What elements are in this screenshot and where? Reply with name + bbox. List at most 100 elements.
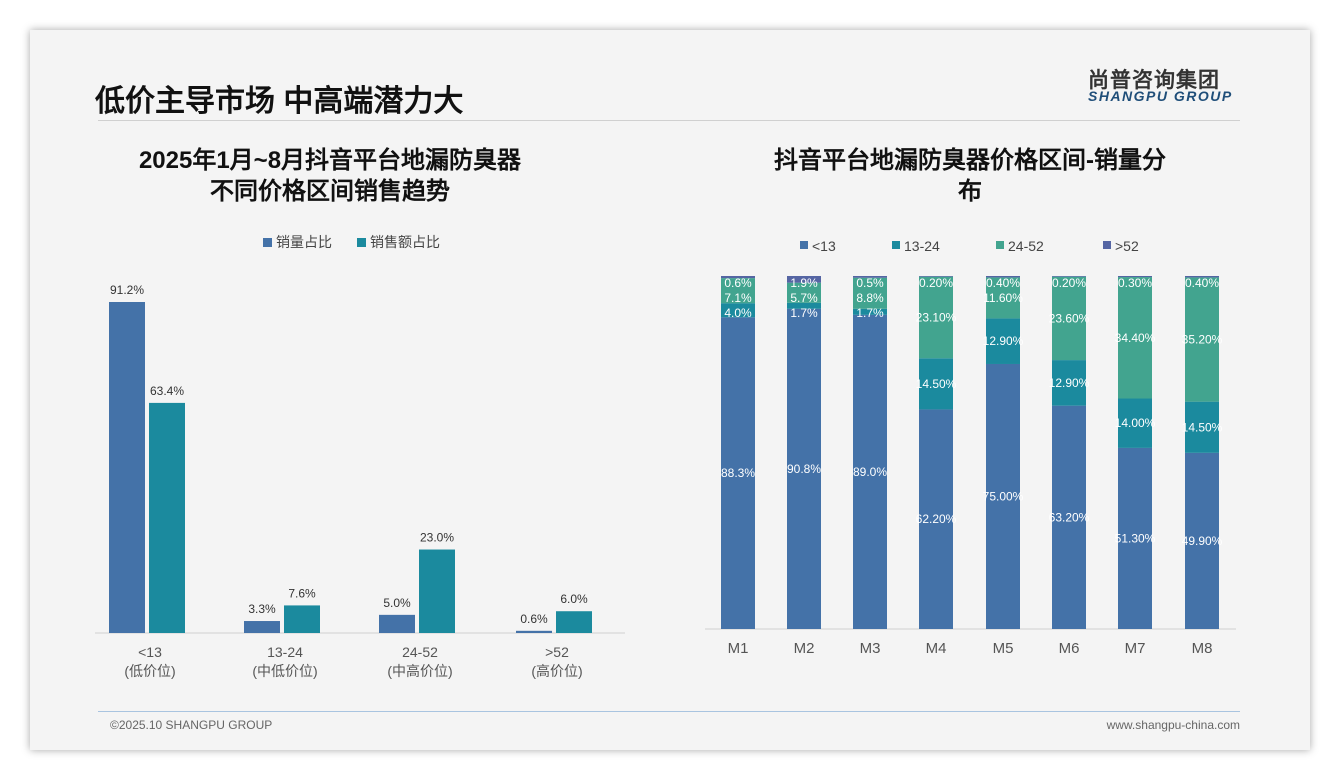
stack-seg-1-6 xyxy=(1118,398,1152,448)
data-label: 12.90% xyxy=(1049,376,1090,390)
stack-seg-0-7 xyxy=(1185,452,1219,629)
data-label: 6.0% xyxy=(560,592,588,606)
stack-seg-3-3 xyxy=(919,276,953,277)
stack-seg-3-1 xyxy=(787,276,821,283)
data-label: 63.20% xyxy=(1049,510,1090,524)
footer-website[interactable]: www.shangpu-china.com xyxy=(1106,718,1240,732)
data-label: 23.10% xyxy=(916,310,957,324)
logo-en: SHANGPU GROUP xyxy=(1088,88,1233,104)
data-label: 5.7% xyxy=(790,291,818,305)
stack-seg-3-5 xyxy=(1052,276,1086,277)
data-label: 4.0% xyxy=(724,306,752,320)
stack-seg-2-4 xyxy=(986,277,1020,319)
stack-seg-2-7 xyxy=(1185,277,1219,402)
legend-swatch-2 xyxy=(996,241,1004,249)
data-label: 1.7% xyxy=(856,306,884,320)
data-label: 51.30% xyxy=(1115,531,1156,545)
legend-swatch-1 xyxy=(892,241,900,249)
stack-seg-2-0 xyxy=(721,278,755,304)
data-label: 14.50% xyxy=(916,377,957,391)
bar-0-0 xyxy=(109,302,145,633)
data-label: 7.1% xyxy=(724,291,752,305)
stack-seg-1-3 xyxy=(919,358,953,410)
x-tick-label: M6 xyxy=(1059,640,1080,657)
data-label: 91.2% xyxy=(110,283,144,297)
stack-seg-1-4 xyxy=(986,318,1020,364)
stack-seg-1-7 xyxy=(1185,401,1219,453)
x-tick-label: 24-52 xyxy=(402,644,438,660)
stack-seg-3-2 xyxy=(853,276,887,278)
stack-seg-3-4 xyxy=(986,276,1020,278)
data-label: 23.0% xyxy=(420,531,454,545)
header-divider xyxy=(98,120,1240,121)
data-label: 23.60% xyxy=(1049,311,1090,325)
stack-seg-0-6 xyxy=(1118,447,1152,629)
bar-1-0 xyxy=(149,402,185,633)
legend-swatch-1 xyxy=(357,238,366,247)
page-title: 低价主导市场 中高端潜力大 xyxy=(95,85,464,118)
stack-seg-1-5 xyxy=(1052,360,1086,406)
bar-1-3 xyxy=(556,611,592,633)
stack-seg-0-1 xyxy=(787,308,821,629)
right-chart-title: 抖音平台地漏防臭器价格区间-销量分 布 xyxy=(720,145,1220,207)
stack-seg-0-3 xyxy=(919,409,953,629)
data-label: 0.30% xyxy=(1118,276,1152,290)
x-tick-label: M2 xyxy=(794,640,815,657)
data-label: 88.3% xyxy=(721,466,755,480)
legend-label-2: 24-52 xyxy=(1008,238,1044,254)
legend-swatch-0 xyxy=(800,241,808,249)
legend-label-0: <13 xyxy=(812,238,836,254)
bar-1-2 xyxy=(419,549,455,633)
stack-seg-2-2 xyxy=(853,277,887,309)
data-label: 0.40% xyxy=(986,276,1020,290)
x-tick-sublabel: (高价位) xyxy=(531,663,582,679)
x-tick-sublabel: (低价位) xyxy=(124,663,175,679)
stack-seg-2-5 xyxy=(1052,276,1086,361)
bar-0-3 xyxy=(516,630,552,633)
stack-seg-0-2 xyxy=(853,314,887,629)
stack-seg-3-0 xyxy=(721,276,755,279)
legend-swatch-3 xyxy=(1103,241,1111,249)
data-label: 63.4% xyxy=(150,384,184,398)
data-label: 7.6% xyxy=(288,586,316,600)
x-tick-sublabel: (中高价位) xyxy=(387,663,452,679)
x-tick-label: 13-24 xyxy=(267,644,303,660)
data-label: 0.6% xyxy=(724,276,752,290)
data-label: 0.20% xyxy=(1052,276,1086,290)
footer-divider xyxy=(98,711,1240,712)
data-label: 8.8% xyxy=(856,291,884,305)
legend-label-0: 销量占比 xyxy=(276,234,332,250)
data-label: 35.20% xyxy=(1182,333,1223,347)
data-label: 1.7% xyxy=(790,306,818,320)
x-tick-label: M3 xyxy=(860,640,881,657)
legend-label-1: 13-24 xyxy=(904,238,940,254)
data-label: 3.3% xyxy=(248,602,276,616)
left-chart-title: 2025年1月~8月抖音平台地漏防臭器 不同价格区间销售趋势 xyxy=(90,145,570,207)
stack-seg-3-7 xyxy=(1185,276,1219,278)
legend-label-3: >52 xyxy=(1115,238,1139,254)
stack-seg-2-1 xyxy=(787,282,821,303)
stack-seg-1-0 xyxy=(721,303,755,318)
stack-seg-1-2 xyxy=(853,308,887,315)
stack-seg-1-1 xyxy=(787,302,821,309)
bar-0-1 xyxy=(244,621,280,633)
stack-seg-3-6 xyxy=(1118,276,1152,278)
data-label: 62.20% xyxy=(916,512,957,526)
data-label: 11.60% xyxy=(983,291,1023,305)
left-chart-title-line1: 2025年1月~8月抖音平台地漏防臭器 xyxy=(138,147,522,174)
stack-seg-0-0 xyxy=(721,317,755,629)
data-label: 14.50% xyxy=(1182,420,1223,434)
x-tick-label: >52 xyxy=(545,644,569,660)
data-label: 0.40% xyxy=(1185,276,1219,290)
stack-seg-0-5 xyxy=(1052,405,1086,629)
data-label: 14.00% xyxy=(1115,416,1156,430)
data-label: 90.8% xyxy=(787,462,821,476)
legend-label-1: 销售额占比 xyxy=(370,234,440,250)
data-label: 34.40% xyxy=(1115,331,1156,345)
x-tick-sublabel: (中低价位) xyxy=(252,663,317,679)
data-label: 12.90% xyxy=(983,334,1024,348)
x-tick-label: M1 xyxy=(728,640,749,657)
bar-1-1 xyxy=(284,605,320,633)
legend-swatch-0 xyxy=(263,238,272,247)
